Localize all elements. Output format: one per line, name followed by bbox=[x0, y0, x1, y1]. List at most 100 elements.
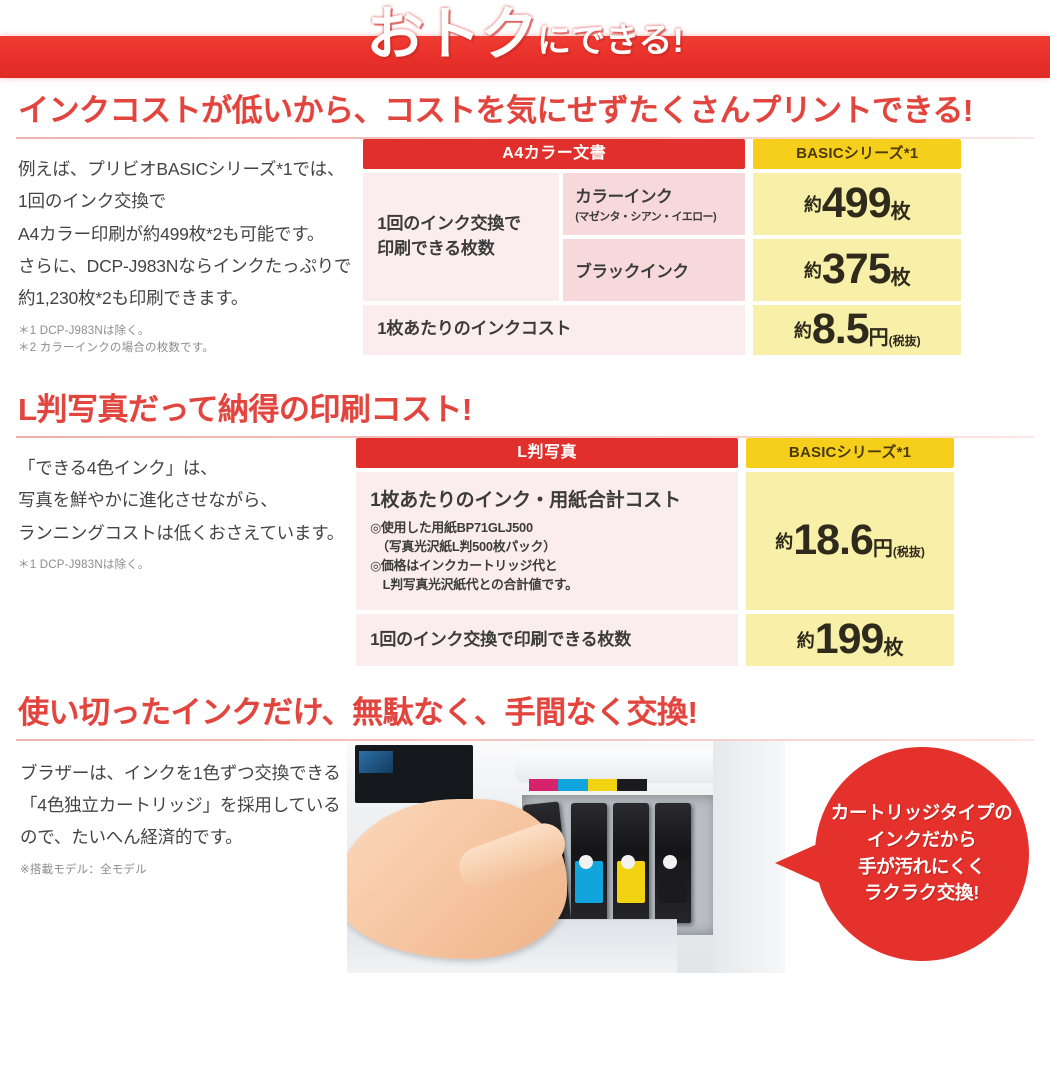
bubble-line: 手が汚れにくく bbox=[858, 855, 986, 877]
table-a4-color: A4カラー文書 1回のインク交換で 印刷できる枚数 カラーインク (マゼンタ・シ… bbox=[363, 138, 962, 355]
callout-bubble: カートリッジタイプの インクだから 手が汚れにくく ラクラク交換! bbox=[814, 746, 1029, 961]
section-1-lead: 例えば、プリビオBASICシリーズ*1では、 1回のインク交換で A4カラー印刷… bbox=[18, 153, 351, 315]
detail-line: （写真光沢紙L判500枚パック） bbox=[370, 538, 556, 554]
bubble-line: インクだから bbox=[866, 828, 977, 850]
sub-label-color-ink: カラーインク bbox=[575, 188, 673, 207]
hand-illustration bbox=[346, 798, 571, 959]
ink-cartridge-yellow bbox=[612, 802, 649, 923]
value-unit: 円 bbox=[868, 327, 889, 350]
table-a4-value-header: BASICシリーズ*1 bbox=[753, 138, 962, 169]
table-l-value-column: BASICシリーズ*1 約18.6円(税抜) 約199枚 bbox=[746, 437, 955, 666]
value-prefix: 約 bbox=[803, 261, 822, 282]
banner-title-main: おトク bbox=[366, 2, 538, 67]
section-3-body: ブラザーは、インクを1色ずつ交換できる 「4色独立カートリッジ」を採用している … bbox=[12, 740, 1038, 973]
value-tax-note: (税抜) bbox=[888, 334, 921, 349]
sub-row-black-ink: ブラックインク bbox=[563, 238, 746, 301]
row-label-print-count: 1回のインク交換で印刷できる枚数 bbox=[356, 613, 739, 666]
footnote: ＊1 DCP-J983Nは除く。 bbox=[18, 559, 150, 571]
value-unit: 枚 bbox=[883, 637, 904, 660]
section-2-lead: 「できる4色インク」は、 写真を鮮やかに進化させながら、 ランニングコストは低く… bbox=[18, 452, 344, 549]
table-row: 1回のインク交換で 印刷できる枚数 カラーインク (マゼンタ・シアン・イエロー)… bbox=[363, 172, 746, 301]
table-row: 1枚あたりのインクコスト bbox=[363, 304, 746, 355]
value-black-ink-sheets: 約375枚 bbox=[753, 238, 962, 301]
sub-label-color-ink-detail: (マゼンタ・シアン・イエロー) bbox=[575, 211, 717, 224]
value-number: 18.6 bbox=[793, 516, 874, 565]
lead-line: ブラザーは、インクを1色ずつ交換できる bbox=[20, 762, 341, 783]
section-2-rule bbox=[16, 435, 1034, 438]
lead-line: 約1,230枚*2も印刷できます。 bbox=[18, 288, 249, 309]
value-cost-per-sheet: 約8.5円(税抜) bbox=[753, 304, 962, 355]
color-chip-cyan bbox=[558, 778, 588, 791]
section-2-body: 「できる4色インク」は、 写真を鮮やかに進化させながら、 ランニングコストは低く… bbox=[12, 437, 1038, 666]
table-l-main-column: L判写真 1枚あたりのインク・用紙合計コスト ◎使用した用紙BP71GLJ500… bbox=[356, 437, 739, 666]
table-l-photo: L判写真 1枚あたりのインク・用紙合計コスト ◎使用した用紙BP71GLJ500… bbox=[356, 437, 955, 666]
cartridge-ring-icon bbox=[578, 854, 593, 869]
row-label-total-cost: 1枚あたりのインク・用紙合計コスト ◎使用した用紙BP71GLJ500 （写真光… bbox=[356, 471, 739, 610]
ink-cartridge-cyan bbox=[570, 802, 607, 923]
lead-line: 写真を鮮やかに進化させながら、 bbox=[18, 490, 278, 511]
section-cartridge-replacement: 使い切ったインクだけ、無駄なく、手間なく交換! ブラザーは、インクを1色ずつ交換… bbox=[0, 694, 1050, 973]
footnote: ※搭載モデル：全モデル bbox=[20, 863, 147, 876]
sub-rows-ink-types: カラーインク (マゼンタ・シアン・イエロー) ブラックインク bbox=[563, 172, 746, 301]
banner-red-bar bbox=[0, 36, 1050, 78]
banner-title-sub: にできる! bbox=[537, 22, 684, 60]
footnote: ＊1 DCP-J983Nは除く。 bbox=[18, 324, 150, 337]
printer-open-lid bbox=[514, 748, 735, 783]
value-unit: 枚 bbox=[890, 201, 911, 224]
detail-line: ◎価格はインクカートリッジ代と bbox=[370, 558, 558, 574]
pointing-finger bbox=[452, 817, 571, 895]
value-number: 199 bbox=[814, 615, 885, 664]
color-chip-magenta bbox=[528, 778, 559, 791]
printer-lcd-screen bbox=[354, 744, 473, 803]
value-number: 375 bbox=[821, 245, 892, 294]
cartridge-ring-icon bbox=[662, 854, 677, 869]
row-label-total-cost-title: 1枚あたりのインク・用紙合計コスト bbox=[370, 490, 681, 512]
section-3-text-block: ブラザーは、インクを1色ずつ交換できる 「4色独立カートリッジ」を採用している … bbox=[12, 741, 347, 879]
value-color-ink-sheets: 約499枚 bbox=[753, 172, 962, 235]
section-1-heading: インクコストが低いから、コストを気にせずたくさんプリントできる! bbox=[18, 93, 973, 128]
section-photo-cost: L判写真だって納得の印刷コスト! 「できる4色インク」は、 写真を鮮やかに進化さ… bbox=[0, 391, 1050, 666]
table-row: 1回のインク交換で印刷できる枚数 bbox=[356, 613, 739, 666]
section-2-notes: ＊1 DCP-J983Nは除く。 bbox=[18, 557, 344, 574]
value-prefix: 約 bbox=[796, 631, 815, 652]
section-1-body: 例えば、プリビオBASICシリーズ*1では、 1回のインク交換で A4カラー印刷… bbox=[12, 138, 1038, 357]
banner-title: おトクにできる! bbox=[0, 6, 1050, 64]
section-1-text-block: 例えば、プリビオBASICシリーズ*1では、 1回のインク交換で A4カラー印刷… bbox=[12, 139, 357, 357]
section-3-heading: 使い切ったインクだけ、無駄なく、手間なく交換! bbox=[18, 694, 698, 730]
lead-line: さらに、DCP-J983Nならインクたっぷりで bbox=[18, 255, 352, 276]
lead-line: 「4色独立カートリッジ」を採用している bbox=[20, 795, 341, 815]
section-1-rule bbox=[16, 136, 1034, 139]
table-row: 1枚あたりのインク・用紙合計コスト ◎使用した用紙BP71GLJ500 （写真光… bbox=[356, 471, 739, 610]
value-number: 8.5 bbox=[811, 305, 870, 354]
value-total-cost: 約18.6円(税抜) bbox=[746, 471, 955, 610]
color-chip-yellow bbox=[587, 778, 618, 791]
printer-ink-cartridge-photo bbox=[346, 740, 785, 973]
row-detail-lines: ◎使用した用紙BP71GLJ500 （写真光沢紙L判500枚パック） ◎価格はイ… bbox=[370, 518, 578, 595]
lead-line: 1回のインク交換で bbox=[18, 191, 166, 212]
table-a4-value-column: BASICシリーズ*1 約499枚 約375枚 約8.5円(税抜) bbox=[753, 138, 962, 355]
ink-cartridge-black bbox=[654, 802, 691, 923]
bubble-line: ラクラク交換! bbox=[864, 882, 980, 904]
top-banner: おトクにできる! bbox=[0, 0, 1050, 92]
table-a4-header: A4カラー文書 bbox=[363, 138, 746, 169]
sub-row-color-ink: カラーインク (マゼンタ・シアン・イエロー) bbox=[563, 172, 746, 235]
table-l-header: L判写真 bbox=[356, 437, 739, 468]
value-prefix: 約 bbox=[803, 195, 822, 216]
value-print-count: 約199枚 bbox=[746, 613, 955, 666]
lead-line: 「できる4色インク」は、 bbox=[18, 457, 218, 478]
lead-line: ので、たいへん経済的です。 bbox=[20, 827, 243, 848]
table-a4-main-column: A4カラー文書 1回のインク交換で 印刷できる枚数 カラーインク (マゼンタ・シ… bbox=[363, 138, 746, 355]
callout-bubble-text: カートリッジタイプの インクだから 手が汚れにくく ラクラク交換! bbox=[831, 800, 1013, 907]
callout-bubble-wrap: カートリッジタイプの インクだから 手が汚れにくく ラクラク交換! bbox=[774, 741, 1037, 973]
lead-line: A4カラー印刷が約499枚*2も可能です。 bbox=[18, 223, 325, 244]
color-chip-black bbox=[617, 778, 647, 791]
section-3-rule bbox=[16, 738, 1034, 741]
table-l-value-header: BASICシリーズ*1 bbox=[746, 437, 955, 468]
row-label-print-count: 1回のインク交換で 印刷できる枚数 bbox=[363, 172, 560, 301]
section-1-notes: ＊1 DCP-J983Nは除く。 ＊2 カラーインクの場合の枚数です。 bbox=[18, 323, 351, 358]
cartridge-ring-icon bbox=[620, 854, 635, 869]
color-label-strip bbox=[528, 778, 647, 791]
printer-right-side bbox=[712, 740, 785, 973]
section-ink-cost: インクコストが低いから、コストを気にせずたくさんプリントできる! 例えば、プリビ… bbox=[0, 92, 1050, 357]
bubble-line: カートリッジタイプの bbox=[830, 802, 1013, 823]
